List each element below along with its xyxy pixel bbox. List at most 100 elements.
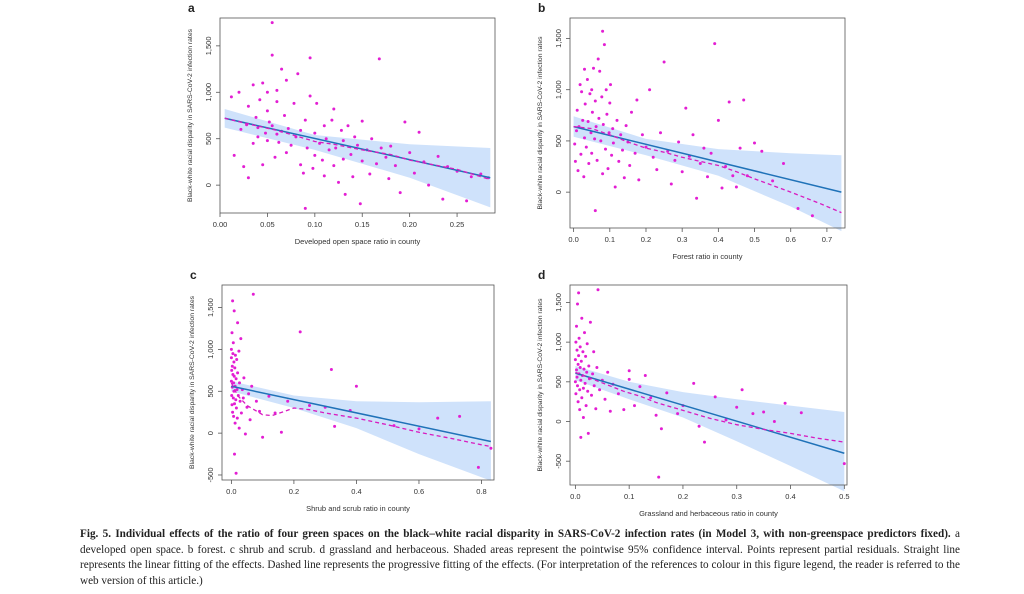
data-point: [277, 140, 281, 144]
data-point: [627, 377, 631, 381]
data-point: [580, 316, 584, 320]
data-point: [575, 129, 578, 133]
x-tick-label: 0.00: [213, 220, 228, 229]
x-tick-label: 0.10: [308, 220, 323, 229]
data-point: [624, 124, 628, 128]
data-point: [742, 98, 746, 102]
data-point: [753, 141, 756, 145]
data-point: [231, 410, 235, 414]
confidence-band: [231, 381, 491, 481]
data-point: [322, 174, 326, 178]
data-point: [279, 430, 283, 434]
data-point: [235, 358, 239, 361]
data-point: [233, 353, 237, 357]
data-point: [604, 147, 607, 151]
data-point: [595, 158, 599, 162]
data-point: [238, 399, 242, 403]
data-point: [662, 60, 666, 64]
data-point: [267, 120, 271, 124]
data-point: [379, 146, 383, 150]
plot-frame: [569, 284, 848, 486]
data-point: [231, 299, 235, 303]
y-axis-label: Black-white racial disparity in SARS-CoV…: [189, 295, 196, 469]
data-point: [232, 414, 236, 418]
data-point: [339, 128, 343, 132]
y-tick-label: -500: [554, 454, 563, 469]
data-point: [609, 83, 612, 87]
data-point: [598, 69, 602, 73]
data-point: [436, 416, 440, 420]
data-point: [229, 347, 233, 351]
data-point: [772, 420, 776, 423]
data-point: [657, 475, 661, 479]
data-point: [236, 321, 240, 325]
linear-fit-line: [231, 385, 492, 443]
figure-canvas: a0.00 0.05 0.10 0.15 0.20 0.2505001,0001,500D…: [187, 1, 850, 518]
y-tick-label: 0: [554, 419, 563, 423]
data-point: [329, 368, 333, 371]
data-point: [605, 112, 609, 116]
data-point: [587, 162, 591, 165]
y-axis-label: Black-white racial disparity in SARS-CoV…: [537, 36, 544, 210]
data-point: [589, 131, 593, 135]
data-point: [842, 462, 846, 466]
data-point: [593, 99, 597, 103]
data-point: [716, 118, 720, 122]
data-point: [574, 340, 578, 344]
data-point: [254, 115, 258, 119]
y-tick-label: 1,500: [206, 298, 215, 317]
data-point: [783, 401, 787, 405]
data-point: [578, 345, 582, 349]
data-point: [427, 183, 431, 187]
data-point: [602, 43, 606, 47]
data-point: [231, 396, 235, 400]
data-point: [233, 402, 236, 406]
data-point: [677, 140, 681, 144]
data-point: [441, 197, 445, 201]
data-point: [270, 53, 274, 57]
data-point: [578, 408, 582, 412]
data-point: [265, 109, 269, 113]
y-tick-label: 1,000: [206, 340, 215, 359]
data-point: [580, 90, 584, 94]
data-point: [644, 145, 648, 149]
y-tick-label: 500: [554, 135, 563, 148]
data-point: [692, 381, 696, 385]
data-point: [587, 364, 591, 368]
data-point: [575, 348, 579, 352]
x-axis-label: Forest ratio in county: [672, 252, 742, 261]
data-point: [796, 207, 800, 210]
data-point: [611, 141, 615, 145]
data-point: [575, 368, 578, 372]
x-tick-label: 0.4: [785, 492, 795, 501]
data-point: [583, 102, 587, 106]
data-point: [230, 364, 234, 368]
data-point: [333, 424, 337, 428]
data-point: [233, 366, 237, 370]
data-point: [238, 381, 241, 385]
data-point: [375, 162, 378, 166]
data-point: [622, 176, 626, 180]
data-point: [607, 131, 611, 135]
data-point: [579, 378, 583, 382]
data-point: [680, 170, 684, 174]
data-point: [592, 384, 596, 388]
x-tick-label: 0.0: [568, 235, 578, 244]
data-point: [232, 153, 236, 157]
data-point: [230, 403, 234, 407]
x-tick-label: 0.5: [839, 492, 849, 501]
data-point: [606, 370, 610, 374]
data-point: [573, 380, 577, 384]
data-point: [578, 83, 582, 87]
data-point: [628, 164, 632, 167]
data-point: [236, 371, 240, 375]
data-point: [579, 152, 583, 156]
data-point: [586, 431, 590, 435]
data-point: [351, 175, 355, 179]
data-point: [327, 148, 331, 152]
data-point: [734, 185, 738, 189]
data-point: [615, 118, 619, 122]
data-point: [332, 164, 336, 168]
data-point: [343, 192, 347, 196]
x-tick-label: 0.7: [822, 235, 832, 244]
